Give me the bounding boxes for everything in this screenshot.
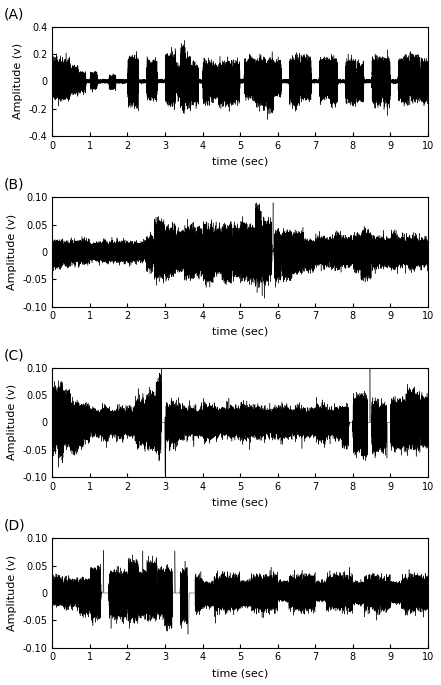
Y-axis label: Amplitude (v): Amplitude (v) bbox=[7, 555, 17, 631]
X-axis label: time (sec): time (sec) bbox=[212, 327, 268, 337]
X-axis label: time (sec): time (sec) bbox=[212, 497, 268, 508]
Text: (B): (B) bbox=[4, 178, 24, 192]
Y-axis label: Amplitude (v): Amplitude (v) bbox=[7, 384, 17, 460]
Text: (C): (C) bbox=[4, 349, 24, 362]
X-axis label: time (sec): time (sec) bbox=[212, 156, 268, 166]
Text: (A): (A) bbox=[4, 8, 24, 21]
Y-axis label: Amplitude (v): Amplitude (v) bbox=[7, 214, 17, 290]
Y-axis label: Amplitude (v): Amplitude (v) bbox=[13, 43, 23, 119]
X-axis label: time (sec): time (sec) bbox=[212, 668, 268, 678]
Text: (D): (D) bbox=[4, 519, 25, 533]
